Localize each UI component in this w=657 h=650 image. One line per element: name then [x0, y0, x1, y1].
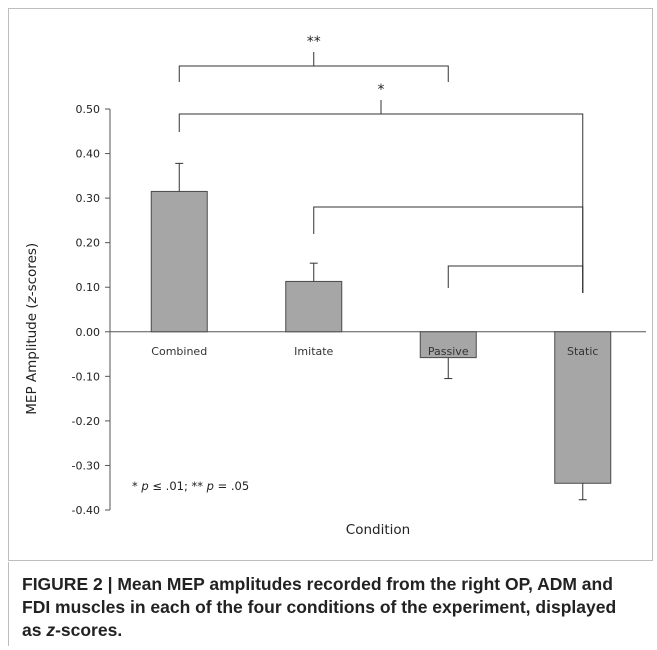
- caption-italic: z: [46, 620, 56, 640]
- bars: Combined Imitate Passive Static: [110, 162, 646, 501]
- y-axis-title: MEP Amplitude (z-scores): [24, 243, 40, 415]
- bar-imitate: [285, 280, 343, 333]
- significance-bracket: [447, 265, 584, 293]
- category-label: Combined: [151, 345, 207, 358]
- bar-chart: 0.50 0.40 0.30 0.20 0.10 0.00 -0.10 -0.20 -0.30 -…: [24, 34, 646, 538]
- y-tick-label: -0.40: [72, 504, 100, 517]
- caption-text: FIGURE 2 | Mean MEP amplitudes recorded …: [22, 574, 617, 640]
- y-tick-label: 0.00: [76, 326, 101, 339]
- caption-text-end: -scores.: [55, 620, 123, 640]
- figure-caption: FIGURE 2 | Mean MEP amplitudes recorded …: [22, 573, 622, 642]
- y-axis: 0.50 0.40 0.30 0.20 0.10 0.00 -0.10 -0.20 -0.30 -…: [72, 103, 111, 517]
- y-tick-label: -0.20: [72, 415, 100, 428]
- y-axis-title-italic: z: [24, 295, 40, 304]
- significance-mark: *: [378, 82, 385, 98]
- y-tick-label: 0.20: [76, 237, 101, 250]
- significance-bracket: [178, 65, 449, 82]
- y-tick-label: 0.10: [76, 281, 101, 294]
- bar-combined: [150, 190, 208, 333]
- x-axis-title: Condition: [346, 522, 410, 538]
- significance-bracket: [313, 206, 584, 293]
- category-label: Imitate: [294, 345, 333, 358]
- bar-static: [554, 331, 612, 484]
- significance-brackets: ***: [178, 34, 584, 293]
- caption-rule: [8, 562, 9, 646]
- category-label: Passive: [428, 345, 469, 358]
- y-tick-label: 0.50: [76, 103, 101, 116]
- significance-note: * p ≤ .01; ** p = .05: [132, 479, 249, 493]
- significance-mark: **: [307, 34, 321, 50]
- y-tick-label: -0.30: [72, 459, 100, 472]
- y-tick-label: 0.30: [76, 192, 101, 205]
- y-tick-label: 0.40: [76, 148, 101, 161]
- y-axis-title-part: MEP Amplitude (: [24, 303, 40, 414]
- y-axis-title-part: -scores): [24, 243, 40, 296]
- y-tick-label: -0.10: [72, 370, 100, 383]
- category-label: Static: [567, 345, 598, 358]
